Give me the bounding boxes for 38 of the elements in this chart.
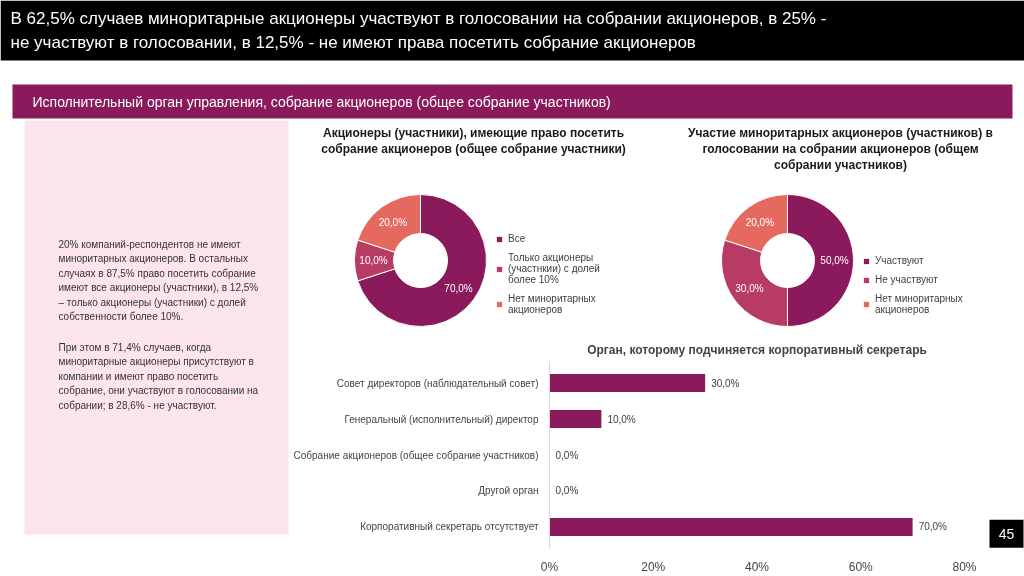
legend-label: Нет миноритарных акционеров [875,293,963,315]
x-tick-label: 80% [952,559,977,574]
data-label: 30,0% [735,282,764,294]
data-label: 10,0% [607,413,636,425]
data-label: 50,0% [820,255,849,266]
x-tick-label: 0% [540,559,559,574]
x-tick-label: 40% [744,559,770,574]
text: В 62,5% случаев миноритарные акционеры участвуют в голосовании на собрании акционеров, в 25% - не участвуют в голосовании, в 12,5% - не имеют права посетить собрание акционеров [10,8,827,52]
text: 20% компаний-респондентов не имеют миноритарных акционеров. В остальных случаях в 87,5% право посетить собрание имеют все акционеры (участники), в 12,5% – только акционеры (участники) с долей собственности более 10%. [58,238,259,322]
text: При этом в 71,4% случаев, когда миноритарные акционеры присутствуют в компании и имеют право посетить собрание, они участвуют в голосовании на собрании; в 28,6% - не участвуют. [58,341,259,411]
bar [549,374,706,393]
legend-label: Только акционеры (участнкии) с долей более 10% [508,252,600,285]
data-label: 20,0% [745,216,775,228]
chart-title: Участие миноритарных акционеров (участников) в голосовании на собрании акционеров (общем собрании участников) [688,125,993,172]
data-label: 70,0% [918,521,948,533]
y-tick-label: Корпоративный секретарь отсутствует [360,521,539,533]
x-tick-label: 60% [848,559,874,574]
text: 45 [998,525,1015,542]
bar [549,410,602,429]
data-label: 30,0% [711,377,740,389]
data-label: 70,0% [444,282,473,294]
y-tick-label: Собрание акционеров (общее собрание участников) [293,449,539,461]
chart-title: Акционеры (участники), имеющие право посетить собрание акционеров (общее собрание участники) [321,125,626,156]
data-label: 0,0% [555,485,579,497]
legend-label: Нет миноритарных акционеров [508,293,596,315]
bar [549,517,913,536]
data-label: 0,0% [555,449,579,461]
y-tick-label: Генеральный (исполнительный) директор [344,413,539,425]
data-label: 10,0% [359,255,388,266]
y-tick-label: Другой орган [478,485,539,497]
text: Исполнительный орган управления, собрание акционеров (общее собрание участников) [32,93,611,110]
chart-title: Орган, которому подчиняется корпоративный секретарь [587,342,927,357]
legend-label: Не участвуют [875,274,938,285]
x-tick-label: 20% [641,559,666,574]
legend-label: Все [508,233,527,244]
legend-label: Участвуют [875,255,924,266]
data-label: 20,0% [378,216,408,228]
y-tick-label: Совет директоров (наблюдательный совет) [336,377,539,389]
